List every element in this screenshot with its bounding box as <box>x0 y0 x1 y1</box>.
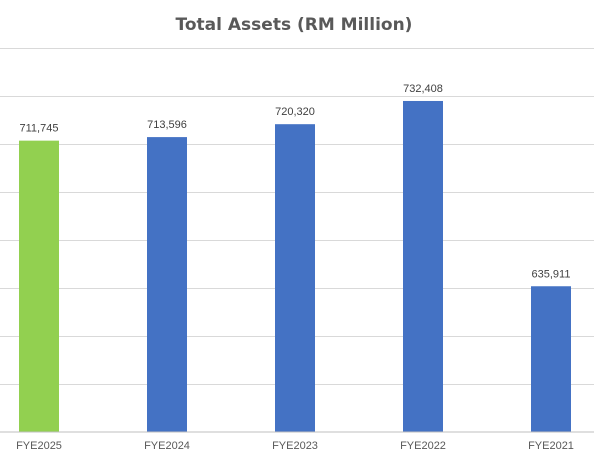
data-label-fye2021: 635,911 <box>532 268 571 280</box>
bar-fye2023 <box>275 124 315 432</box>
chart-title: Total Assets (RM Million) <box>176 15 413 35</box>
x-tick-label-fye2021: FYE2021 <box>528 440 574 452</box>
x-tick-label-fye2024: FYE2024 <box>144 440 190 452</box>
data-label-fye2025: 711,745 <box>20 123 59 135</box>
data-label-fye2023: 720,320 <box>275 106 315 118</box>
x-tick-label-fye2025: FYE2025 <box>16 440 62 452</box>
bar-fye2024 <box>147 137 187 432</box>
bar-fye2025 <box>19 140 59 432</box>
x-tick-label-fye2023: FYE2023 <box>272 440 318 452</box>
bars <box>19 100 571 433</box>
data-label-fye2024: 713,596 <box>147 119 187 131</box>
data-labels: 711,745 713,596 720,320 732,408 635,911 <box>20 83 571 280</box>
bar-fye2021 <box>531 286 571 432</box>
x-axis-ticks: FYE2025 FYE2024 FYE2023 FYE2022 FYE2021 <box>16 440 574 452</box>
data-label-fye2022: 732,408 <box>403 83 443 95</box>
bar-fye2022 <box>403 100 443 433</box>
x-tick-label-fye2022: FYE2022 <box>400 440 446 452</box>
